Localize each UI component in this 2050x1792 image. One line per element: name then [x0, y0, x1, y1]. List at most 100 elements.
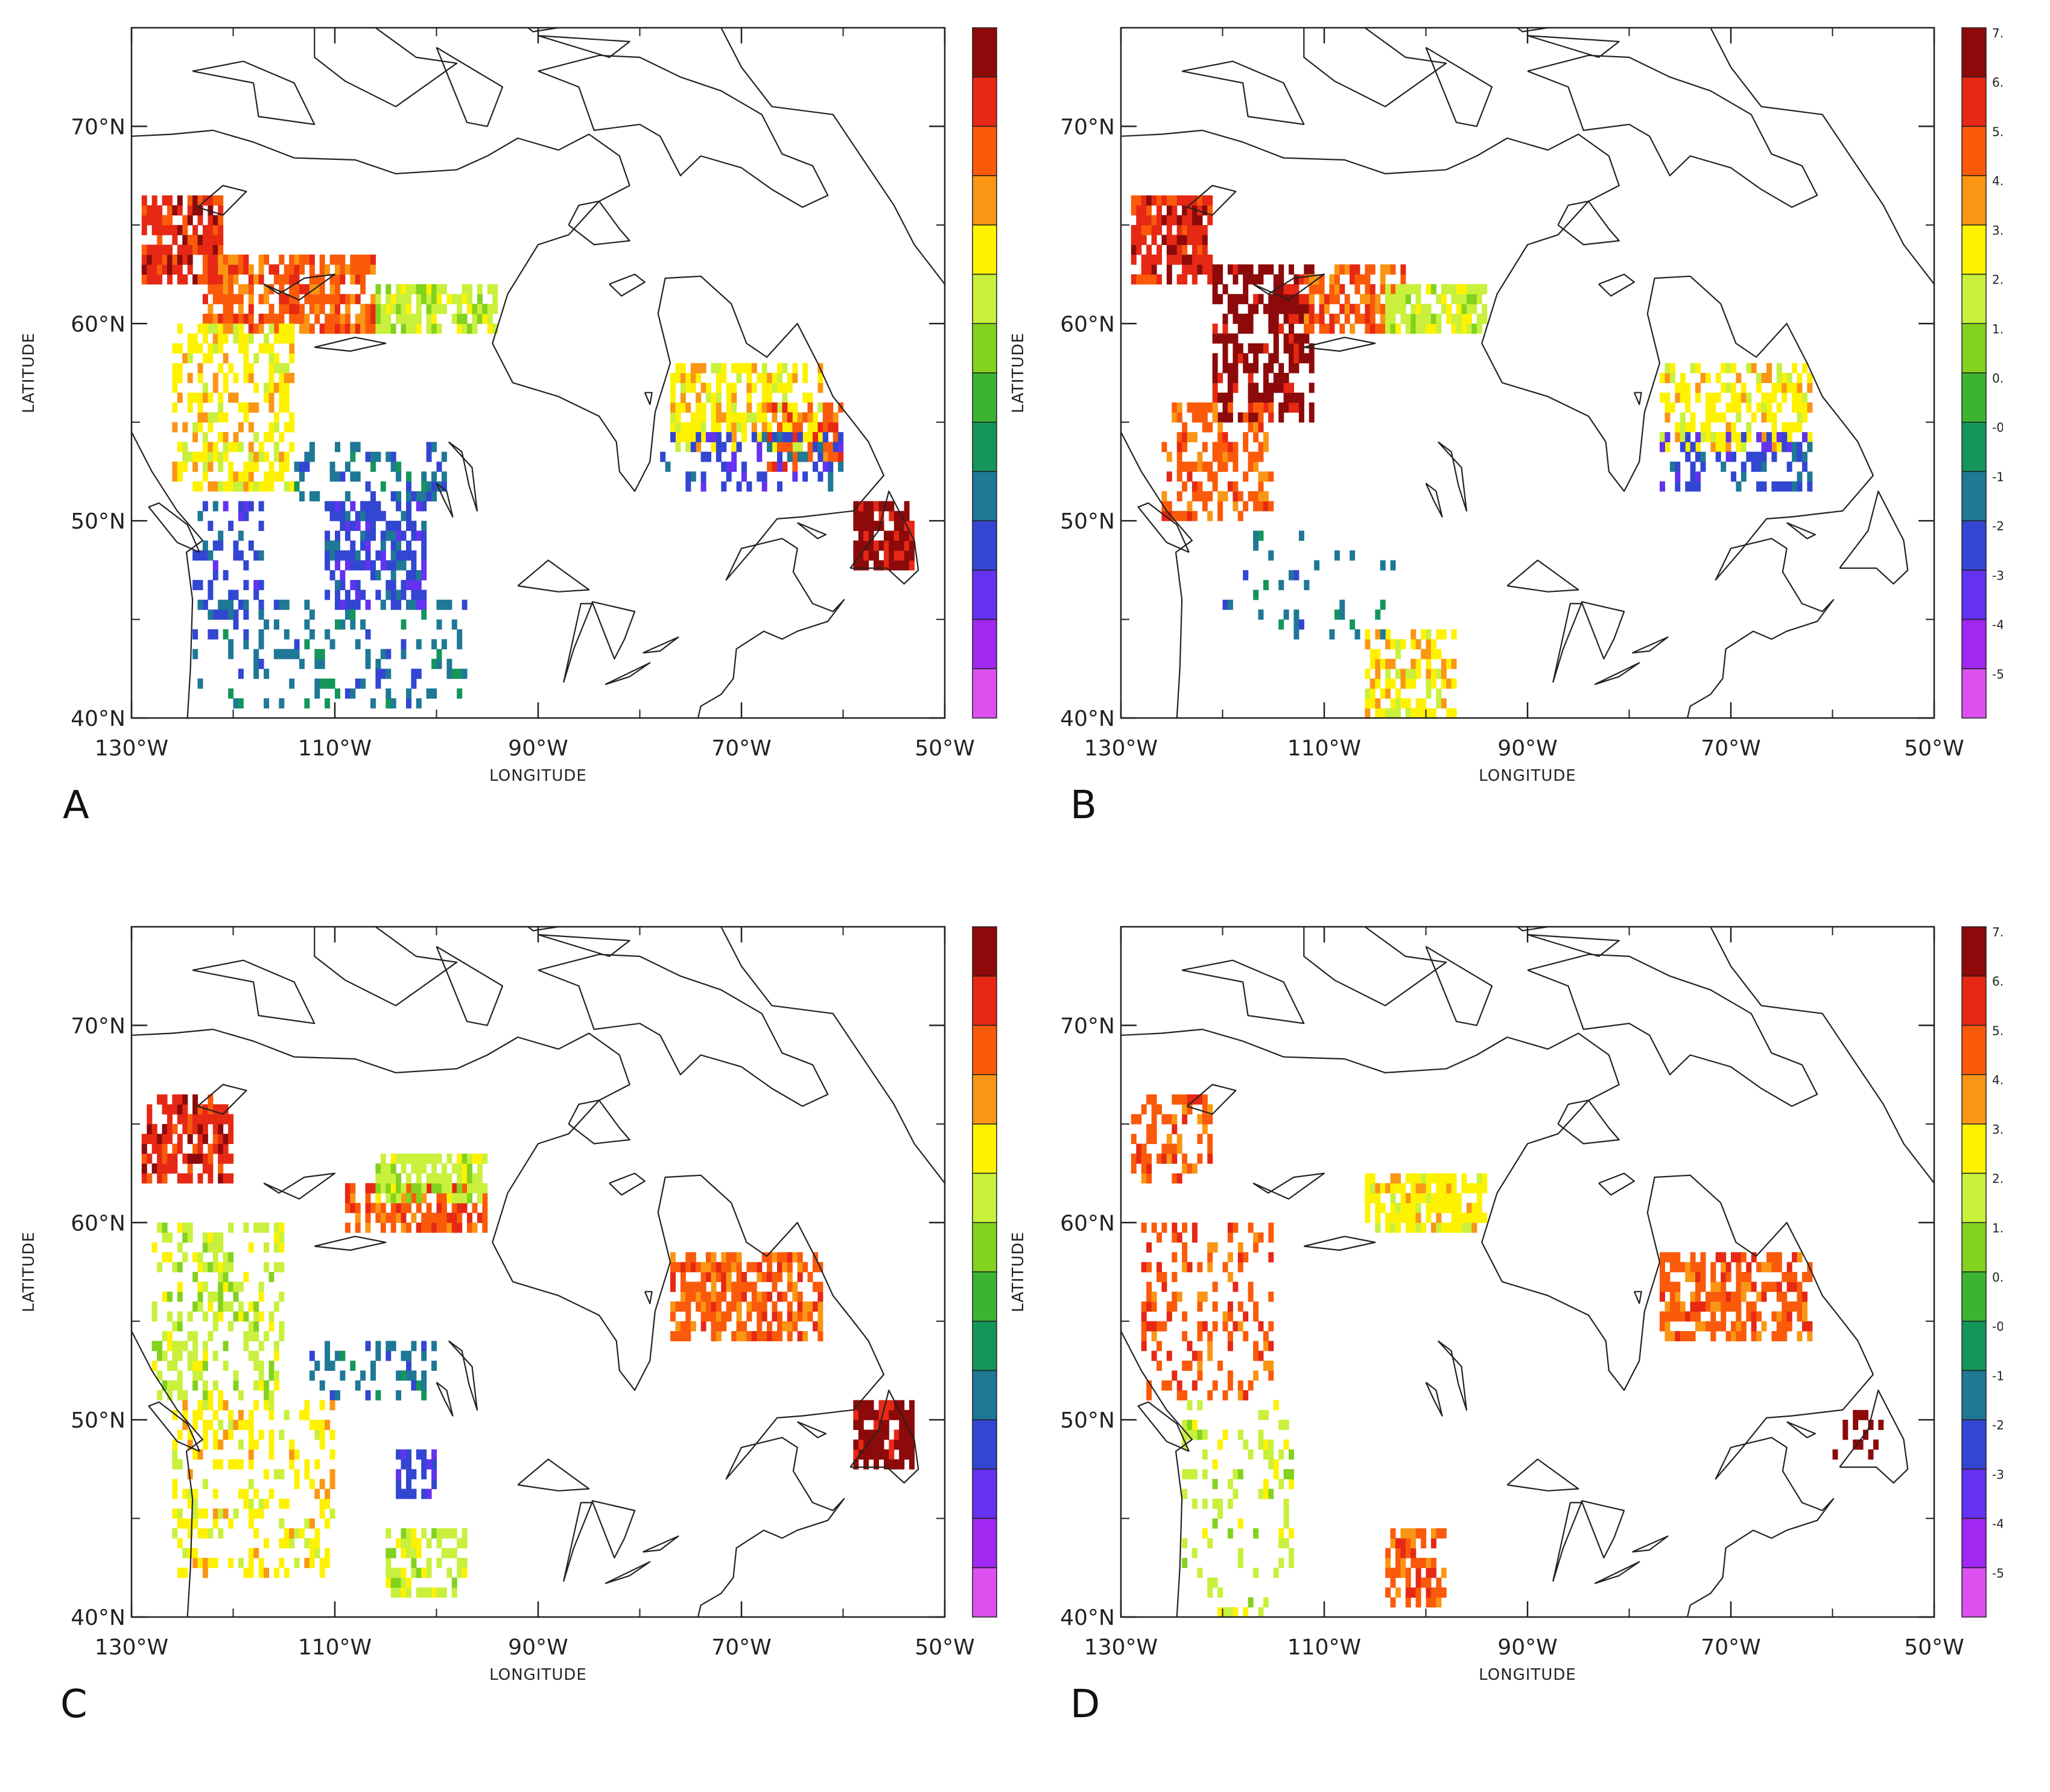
- data-cell: [370, 1361, 376, 1371]
- data-cell: [258, 264, 264, 275]
- data-cell: [462, 1173, 468, 1184]
- data-cell: [1212, 284, 1218, 294]
- data-cell: [197, 1361, 203, 1371]
- data-cell: [1136, 195, 1142, 206]
- data-cell: [299, 1528, 305, 1539]
- data-cell: [319, 1439, 325, 1450]
- data-cell: [192, 1301, 198, 1312]
- data-cell: [396, 589, 402, 600]
- data-cell: [192, 432, 198, 442]
- data-cell: [162, 254, 168, 265]
- data-cell: [1176, 432, 1182, 442]
- data-cell: [1390, 639, 1396, 650]
- data-cell: [1873, 1439, 1879, 1450]
- data-cell: [1233, 274, 1239, 285]
- data-cell: [273, 599, 279, 610]
- data-cell: [218, 264, 224, 275]
- data-cell: [685, 442, 691, 453]
- data-cell: [1685, 481, 1691, 492]
- data-cell: [218, 1143, 224, 1154]
- data-cell: [406, 570, 411, 580]
- data-cell: [746, 1262, 752, 1273]
- data-cell: [243, 560, 249, 571]
- data-cell: [757, 402, 763, 413]
- data-cell: [1807, 471, 1813, 482]
- data-cell: [202, 1341, 208, 1352]
- data-cell: [416, 501, 422, 512]
- data-cell: [858, 530, 864, 541]
- data-cell: [1233, 264, 1239, 275]
- data-cell: [1405, 1568, 1411, 1578]
- data-cell: [726, 392, 732, 403]
- data-cell: [304, 1400, 310, 1411]
- data-cell: [1157, 205, 1162, 216]
- data-cell: [436, 1557, 442, 1568]
- data-cell: [1451, 284, 1457, 294]
- data-cell: [1233, 1489, 1239, 1499]
- data-cell: [233, 254, 239, 265]
- data-cell: [1304, 274, 1310, 285]
- data-cell: [1797, 373, 1803, 383]
- data-cell: [446, 1183, 452, 1193]
- data-cell: [192, 1498, 198, 1509]
- data-cell: [264, 1262, 270, 1273]
- data-cell: [157, 1094, 163, 1105]
- colorbar-swatch: [972, 520, 997, 571]
- data-cell: [1660, 1321, 1665, 1332]
- data-cell: [426, 1222, 432, 1233]
- data-cell: [401, 1163, 407, 1174]
- data-cell: [431, 658, 437, 669]
- data-cell: [187, 1123, 193, 1134]
- data-cell: [401, 294, 407, 305]
- data-cell: [1273, 1459, 1279, 1470]
- x-tick-label: 50°W: [1904, 1635, 1964, 1660]
- data-cell: [233, 1311, 239, 1322]
- data-cell: [157, 1222, 163, 1233]
- data-cell: [223, 609, 229, 620]
- data-cell: [1248, 343, 1254, 354]
- coastline: [1786, 1421, 1817, 1438]
- data-cell: [721, 1272, 727, 1282]
- data-cell: [1161, 1143, 1167, 1154]
- data-cell: [192, 1518, 198, 1529]
- data-cell: [1197, 264, 1203, 275]
- data-cell: [1456, 1222, 1462, 1233]
- data-cell: [721, 1321, 727, 1332]
- data-cell: [264, 343, 270, 354]
- data-cell: [1461, 1173, 1467, 1184]
- data-cell: [212, 540, 218, 551]
- data-cell: [426, 1153, 432, 1164]
- data-cell: [233, 1380, 239, 1391]
- colorbar-label: -3.5: [1992, 568, 2003, 583]
- data-cell: [1710, 1321, 1716, 1332]
- data-cell: [1802, 412, 1807, 423]
- data-cell: [314, 649, 320, 659]
- data-cell: [1298, 530, 1304, 541]
- data-cell: [817, 402, 823, 413]
- data-cell: [212, 1321, 218, 1332]
- data-cell: [212, 195, 218, 206]
- data-cell: [1176, 244, 1182, 255]
- data-cell: [1227, 383, 1233, 393]
- data-cell: [264, 471, 270, 482]
- data-cell: [1151, 224, 1157, 235]
- data-cell: [223, 570, 229, 580]
- data-cell: [380, 669, 386, 679]
- data-cell: [197, 373, 203, 383]
- data-cell: [1766, 373, 1772, 383]
- data-cell: [177, 1104, 183, 1115]
- data-cell: [757, 432, 763, 442]
- colorbar-label: 7.5: [1992, 925, 2003, 939]
- data-cell: [1237, 1429, 1243, 1440]
- data-cell: [1207, 205, 1213, 216]
- data-cell: [208, 629, 214, 640]
- data-cell: [421, 1370, 427, 1381]
- data-cell: [1365, 1173, 1371, 1184]
- data-cell: [279, 1518, 285, 1529]
- data-cell: [1456, 284, 1462, 294]
- data-cell: [411, 1568, 417, 1578]
- data-cell: [284, 422, 290, 433]
- data-cell: [406, 1469, 411, 1479]
- data-cell: [1451, 1212, 1457, 1223]
- data-cell: [1766, 363, 1772, 373]
